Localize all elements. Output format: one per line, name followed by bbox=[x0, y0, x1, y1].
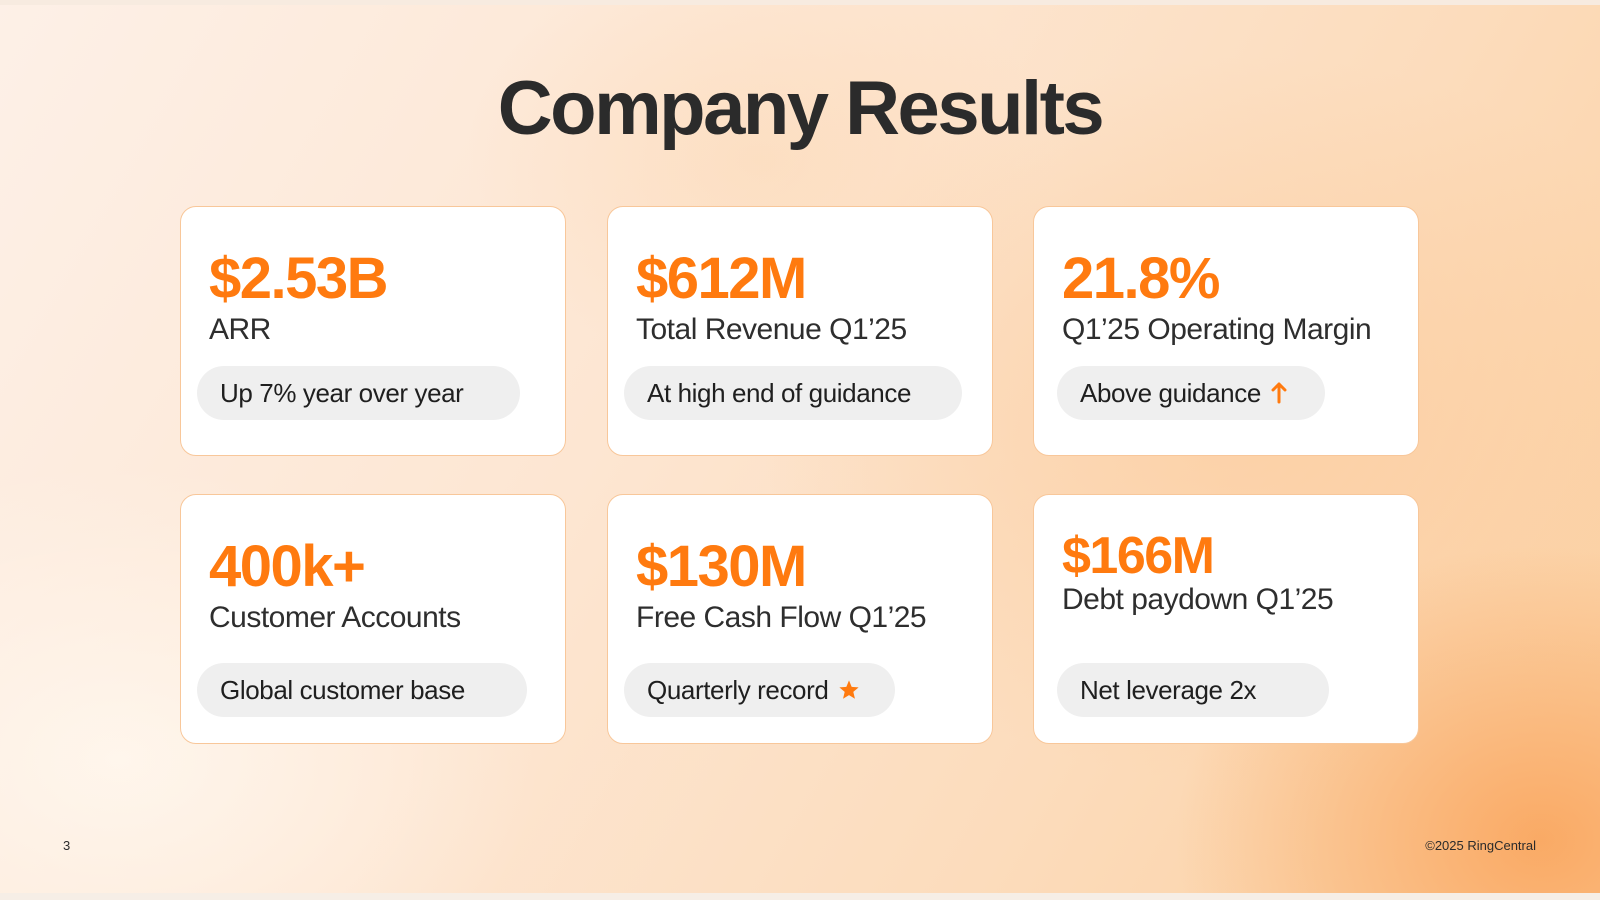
page-title: Company Results bbox=[497, 66, 1105, 151]
metric-note-text: Up 7% year over year bbox=[220, 377, 464, 408]
metric-label: Customer Accounts bbox=[209, 601, 461, 634]
metric-label: Debt paydown Q1’25 bbox=[1062, 583, 1334, 616]
metric-label: ARR bbox=[209, 313, 271, 346]
metric-note-text: Global customer base bbox=[220, 674, 465, 705]
top-border bbox=[0, 0, 1600, 5]
metric-value: $612M bbox=[636, 246, 807, 311]
metric-card-arr: $2.53B ARR Up 7% year over year bbox=[180, 206, 566, 456]
metric-note-badge: Up 7% year over year bbox=[197, 366, 520, 420]
metric-value: $130M bbox=[636, 534, 807, 599]
metric-card-debt-paydown: $166M Debt paydown Q1’25 Net leverage 2x bbox=[1033, 494, 1419, 744]
metric-note-badge: Global customer base bbox=[197, 663, 527, 717]
metric-card-customer-accounts: 400k+ Customer Accounts Global customer … bbox=[180, 494, 566, 744]
metric-label: Free Cash Flow Q1’25 bbox=[636, 601, 927, 634]
metric-label: Q1’25 Operating Margin bbox=[1062, 313, 1372, 346]
metric-note-badge: At high end of guidance bbox=[624, 366, 962, 420]
metric-note-badge: Above guidance bbox=[1057, 366, 1325, 420]
metric-note-text: Net leverage 2x bbox=[1080, 674, 1257, 705]
metric-card-operating-margin: 21.8% Q1’25 Operating Margin Above guida… bbox=[1033, 206, 1419, 456]
page-number: 3 bbox=[63, 838, 71, 853]
metric-note-text: Quarterly record bbox=[647, 674, 829, 705]
metric-note-text: At high end of guidance bbox=[647, 377, 912, 408]
metric-value: 400k+ bbox=[209, 534, 366, 599]
metric-value: $166M bbox=[1062, 527, 1215, 585]
metric-note-badge: Quarterly record bbox=[624, 663, 895, 717]
metric-card-total-revenue: $612M Total Revenue Q1’25 At high end of… bbox=[607, 206, 993, 456]
metric-note-text: Above guidance bbox=[1080, 377, 1261, 408]
metric-value: 21.8% bbox=[1062, 246, 1220, 311]
copyright: ©2025 RingCentral bbox=[1425, 838, 1536, 853]
bottom-border bbox=[0, 893, 1600, 900]
metric-value: $2.53B bbox=[209, 246, 389, 311]
metric-card-free-cash-flow: $130M Free Cash Flow Q1’25 Quarterly rec… bbox=[607, 494, 993, 744]
metric-note-badge: Net leverage 2x bbox=[1057, 663, 1329, 717]
arrow-up-icon bbox=[1271, 382, 1287, 404]
metric-label: Total Revenue Q1’25 bbox=[636, 313, 907, 346]
star-icon bbox=[838, 679, 860, 701]
